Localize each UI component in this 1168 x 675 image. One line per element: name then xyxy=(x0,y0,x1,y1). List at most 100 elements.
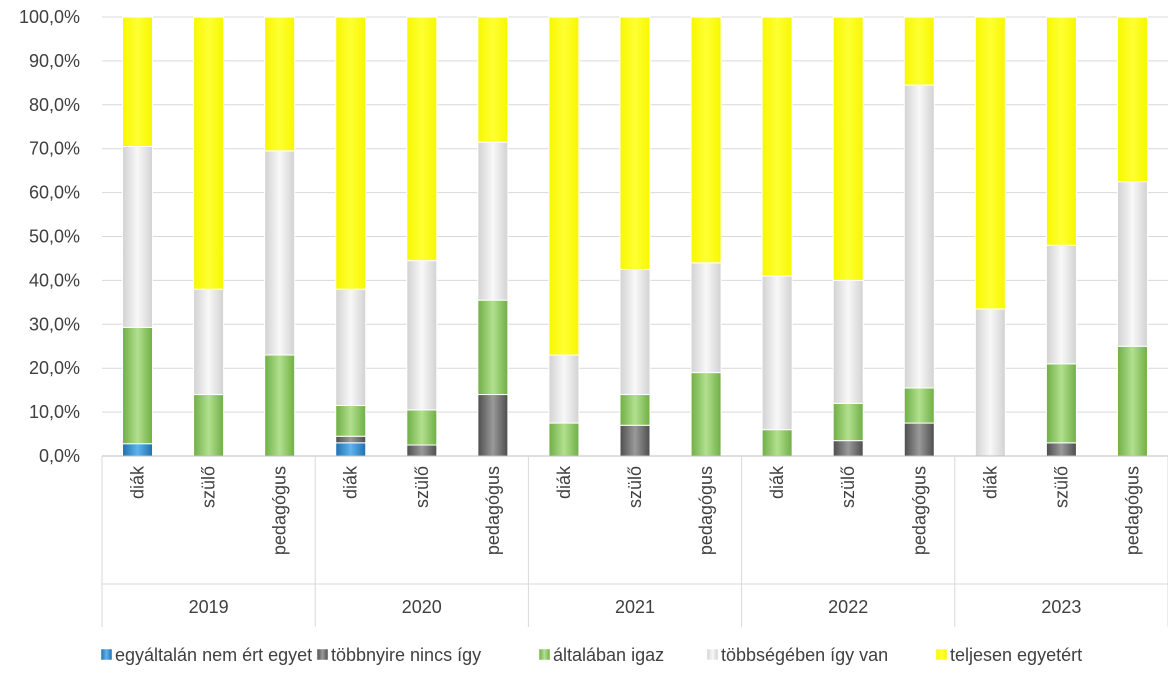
legend-swatch-egyaltalan-nem xyxy=(100,648,113,661)
bar-segment-altalaban-igaz xyxy=(548,422,580,457)
bar-segment-altalaban-igaz xyxy=(761,429,793,457)
bar-segment-tobbsegeben xyxy=(903,84,935,389)
bar-segment-tobbnyire-nincs xyxy=(619,424,651,457)
bar-segment-teljesen xyxy=(548,16,580,356)
bar-segment-altalaban-igaz xyxy=(1116,345,1148,457)
bar-segment-tobbsegeben xyxy=(406,260,438,411)
y-tick-label: 20,0% xyxy=(29,358,80,378)
bar-segment-tobbsegeben xyxy=(619,268,651,396)
bar-segment-teljesen xyxy=(1116,16,1148,183)
bar-segment-altalaban-igaz xyxy=(477,299,509,396)
category-label: diák xyxy=(341,465,361,499)
category-label: pedagógus xyxy=(696,466,716,555)
group-label-year: 2020 xyxy=(402,597,442,617)
category-label: diák xyxy=(128,465,148,499)
bar-segment-tobbnyire-nincs xyxy=(1045,442,1077,457)
bar-segment-teljesen xyxy=(122,16,154,148)
bar-segment-teljesen xyxy=(477,16,509,143)
category-label: pedagógus xyxy=(483,466,503,555)
bar-segment-altalaban-igaz xyxy=(406,409,438,446)
group-label-year: 2021 xyxy=(615,597,655,617)
bar-segment-teljesen xyxy=(903,16,935,86)
bar-segment-tobbnyire-nincs xyxy=(832,440,864,457)
bar-segment-altalaban-igaz xyxy=(335,405,367,437)
legend-label-tobbnyire-nincs: többnyire nincs így xyxy=(331,645,481,665)
bar-segment-teljesen xyxy=(264,16,296,152)
bar-segment-altalaban-igaz xyxy=(1045,363,1077,444)
bar-segment-tobbsegeben xyxy=(690,262,722,374)
category-label: pedagógus xyxy=(909,466,929,555)
x-axis: diák szülő pedagógus diák szülő pedagógus diák… xyxy=(101,455,1168,627)
bar-segment-altalaban-igaz xyxy=(619,394,651,426)
bar-segment-altalaban-igaz xyxy=(193,394,225,457)
bar-segment-teljesen xyxy=(193,16,225,290)
group-label-year: 2019 xyxy=(189,597,229,617)
legend-swatch-tobbsegeben xyxy=(706,648,719,661)
category-label: szülő xyxy=(199,466,219,508)
category-label: diák xyxy=(554,465,574,499)
bar-segment-tobbsegeben xyxy=(974,308,1006,457)
bars xyxy=(122,16,1148,457)
bar-segment-tobbsegeben xyxy=(1045,244,1077,365)
y-tick-label: 10,0% xyxy=(29,402,80,422)
y-axis-ticks: 0,0% 10,0% 20,0% 30,0% 40,0% 50,0% 60,0% 70,0% 8… xyxy=(19,7,80,466)
y-tick-label: 80,0% xyxy=(29,95,80,115)
category-label: diák xyxy=(980,465,1000,499)
bar-segment-tobbsegeben xyxy=(832,279,864,404)
y-tick-label: 70,0% xyxy=(29,139,80,159)
legend-label-tobbsegeben: többségében így van xyxy=(721,645,888,665)
category-label: szülő xyxy=(625,466,645,508)
legend-label-altalaban-igaz: általában igaz xyxy=(553,645,664,665)
category-label: diák xyxy=(767,465,787,499)
bar-segment-tobbsegeben xyxy=(477,141,509,301)
bar-segment-teljesen xyxy=(619,16,651,270)
category-label: pedagógus xyxy=(270,466,290,555)
bar-segment-teljesen xyxy=(406,16,438,262)
bar-segment-tobbsegeben xyxy=(193,288,225,396)
bar-segment-teljesen xyxy=(974,16,1006,310)
bar-segment-egyaltalan-nem xyxy=(335,442,367,457)
y-tick-label: 40,0% xyxy=(29,270,80,290)
bar-segment-tobbsegeben xyxy=(335,288,367,407)
legend-swatch-altalaban-igaz xyxy=(538,648,551,661)
bar-segment-tobbsegeben xyxy=(122,146,154,328)
bar-segment-tobbsegeben xyxy=(264,150,296,356)
bar-segment-tobbnyire-nincs xyxy=(335,435,367,444)
y-tick-label: 90,0% xyxy=(29,51,80,71)
bar-segment-altalaban-igaz xyxy=(903,387,935,424)
group-label-year: 2023 xyxy=(1041,597,1081,617)
bar-segment-altalaban-igaz xyxy=(122,326,154,445)
legend-label-teljesen: teljesen egyetért xyxy=(950,645,1082,665)
category-label: szülő xyxy=(412,466,432,508)
group-label-year: 2022 xyxy=(828,597,868,617)
legend-swatch-teljesen xyxy=(935,648,948,661)
bar-segment-altalaban-igaz xyxy=(832,402,864,442)
bar-segment-tobbsegeben xyxy=(1116,181,1148,347)
category-label: szülő xyxy=(1051,466,1071,508)
bar-segment-altalaban-igaz xyxy=(690,372,722,457)
bar-segment-teljesen xyxy=(335,16,367,290)
y-tick-label: 30,0% xyxy=(29,314,80,334)
bar-segment-teljesen xyxy=(1045,16,1077,246)
category-label: szülő xyxy=(838,466,858,508)
bar-segment-teljesen xyxy=(761,16,793,277)
bar-segment-teljesen xyxy=(832,16,864,281)
y-tick-label: 60,0% xyxy=(29,183,80,203)
bar-segment-egyaltalan-nem xyxy=(122,443,154,457)
bar-segment-tobbsegeben xyxy=(548,354,580,424)
y-tick-label: 100,0% xyxy=(19,7,80,27)
category-label: pedagógus xyxy=(1122,466,1142,555)
bar-segment-tobbsegeben xyxy=(761,275,793,431)
bar-segment-tobbnyire-nincs xyxy=(406,444,438,457)
bar-segment-teljesen xyxy=(690,16,722,264)
bar-segment-tobbnyire-nincs xyxy=(477,394,509,457)
legend-label-egyaltalan-nem: egyáltalán nem ért egyet xyxy=(115,645,312,665)
bar-segment-altalaban-igaz xyxy=(264,354,296,457)
bar-segment-tobbnyire-nincs xyxy=(903,422,935,457)
y-tick-label: 0,0% xyxy=(39,446,80,466)
y-tick-label: 50,0% xyxy=(29,227,80,247)
legend: egyáltalán nem ért egyet többnyire nincs … xyxy=(100,645,1082,665)
legend-swatch-tobbnyire-nincs xyxy=(316,648,329,661)
